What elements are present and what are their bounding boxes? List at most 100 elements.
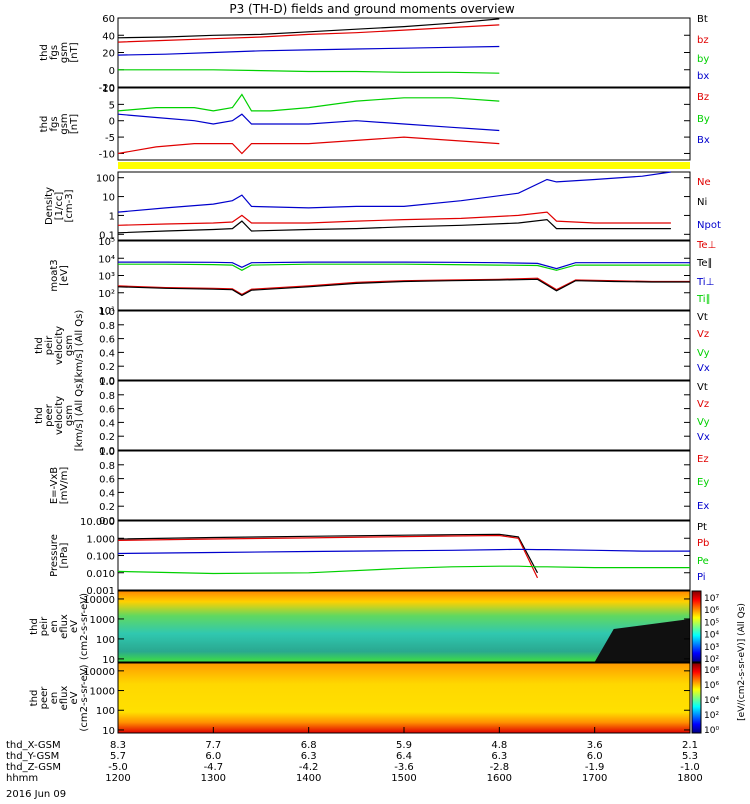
colorbar [691,590,702,663]
y-axis-label: peir [44,335,55,355]
legend-label-Vt: Vt [697,312,708,323]
x-row-label: thd_Y-GSM [6,751,59,762]
legend-label-Vx: Vx [697,432,710,443]
series-line-bz [117,24,500,43]
series-line-Bt [117,18,500,39]
x-row-label: hhmm [6,773,38,784]
y-tick-label: 0.0 [99,516,115,527]
y-tick-label: 5 [109,100,115,111]
legend-label-Ex: Ex [697,501,709,512]
x-row-value: 6.0 [205,751,221,762]
x-row-value: 5.3 [682,751,698,762]
series-line-Te∥ [117,278,690,297]
y-tick-label: 100 [96,635,115,646]
y-tick-label: 10000 [83,667,115,678]
x-row-value: 7.7 [205,740,221,751]
colorbar-tick-label: 10⁴ [704,631,719,641]
panel-frame [117,87,691,161]
x-row-value: 1600 [487,773,512,784]
y-axis-label: [nPa] [59,542,70,568]
x-row-label: thd_Z-GSM [6,762,61,773]
y-tick-label: 1.0 [99,307,115,318]
y-tick-label: 10 [102,655,115,666]
x-row-value: 1500 [391,773,416,784]
y-axis-label: eflux [59,686,70,711]
data-quality-bar [118,162,690,169]
y-tick-label: 0.8 [99,321,115,332]
y-tick-label: 20 [102,49,115,60]
y-axis-label: gsm [64,335,75,356]
legend-label-Pi: Pi [697,572,706,583]
y-tick-label: 0.4 [99,418,115,429]
y-axis-label: [nT] [69,114,80,134]
y-axis-label: gsm [59,113,70,134]
x-row-value: 1200 [105,773,130,784]
y-tick-label: 100 [96,174,115,185]
y-tick-label: 60 [102,14,115,25]
y-axis-label: en [49,620,60,633]
y-tick-label: 10 [102,726,115,737]
y-axis-label: velocity [54,326,65,365]
series-line-Npot [117,171,671,213]
y-tick-label: 1.0 [99,377,115,388]
y-axis-label: thd [29,618,40,635]
legend-label-Ez: Ez [697,454,709,465]
panel-frame [117,450,691,521]
y-axis-label: E=-VxB [49,467,60,504]
colorbar-tick-label: 10² [704,711,719,721]
series-line-Ni [117,218,671,234]
panel-frame [117,240,691,311]
y-axis-label: [km/s] (All Qs) [74,310,85,382]
x-row-value: 8.3 [110,740,126,751]
legend-label-Vt: Vt [697,382,708,393]
colorbar-tick-label: 10⁸ [704,666,719,676]
legend-label-Bx: Bx [697,135,710,146]
y-tick-label: 10¹ [98,306,115,317]
x-row-value: -2.8 [490,762,510,773]
series-line-Pt [117,533,539,574]
legend-label-Bt: Bt [697,14,708,25]
y-axis-label: (cm2-s-sr-eV) [79,593,90,660]
legend-label-by: by [697,54,709,65]
x-row-value: -3.6 [394,762,414,773]
x-row-value: 1800 [677,773,702,784]
y-axis-label: thd [29,690,40,707]
y-tick-label: 10² [98,289,115,300]
y-tick-label: 40 [102,31,115,42]
x-row-label: thd_X-GSM [6,740,61,751]
legend-label-bx: bx [697,71,709,82]
y-axis-label: eflux [59,614,70,639]
series-line-Ti∥ [118,263,690,271]
y-tick-label: 0.4 [99,348,115,359]
legend-label-Vy: Vy [697,417,710,428]
y-tick-label: 0 [109,117,115,128]
y-axis-label: eV [69,620,80,633]
y-tick-label: 10³ [98,272,115,283]
y-tick-label: 10⁵ [98,237,115,248]
y-tick-label: 0.001 [86,586,115,597]
panel-3: 100 10 1 0.1 Density [1/cc] [cm-3] Ne Ni Npot [44,171,721,241]
y-axis-label: gsm [64,405,75,426]
series-line-Bx [117,113,500,132]
panel-1: 60 40 20 0 -20 thd fgs gsm [nT] Bt bz by bx [39,14,709,94]
colorbar-tick-label: 10⁴ [704,696,719,706]
panel-frame [117,171,691,241]
series-line-Ne [117,211,671,226]
y-axis-label: thd [34,337,45,354]
panel-frame [117,590,691,663]
y-axis-label: [nT] [69,42,80,62]
legend-label-Pe: Pe [697,556,709,567]
panel-frame [117,310,691,381]
series-line-Ti⊥ [118,261,690,270]
y-tick-label: 10 [102,84,115,95]
x-row-value: 5.9 [396,740,412,751]
panel-4: 10⁵ 10⁴ 10³ 10² 10¹ moat3 [eV] Te⊥ Te∥ Ti⊥ Ti∥ [49,237,716,317]
x-row-value: 6.8 [301,740,317,751]
x-row-value: -4.2 [299,762,319,773]
colorbar-tick-label: 10⁶ [704,606,719,616]
x-row-value: 6.3 [301,751,317,762]
y-tick-label: 0.8 [99,461,115,472]
colorbar-tick-label: 10⁷ [704,594,719,604]
